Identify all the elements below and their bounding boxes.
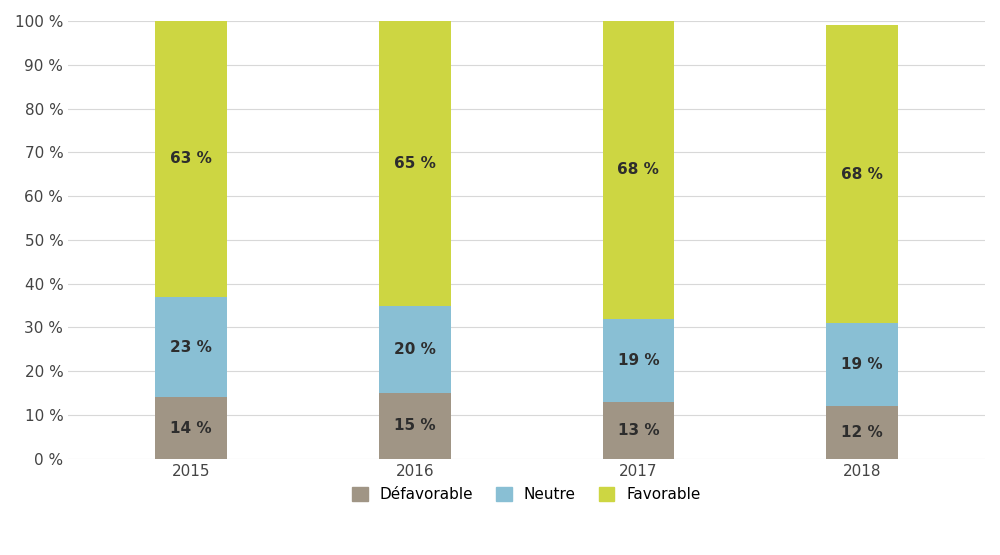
- Bar: [603, 319, 674, 402]
- Bar: [826, 26, 898, 323]
- Text: 65 %: 65 %: [394, 156, 436, 171]
- Legend: Défavorable, Neutre, Favorable: Défavorable, Neutre, Favorable: [346, 481, 707, 508]
- Text: 15 %: 15 %: [394, 418, 436, 433]
- Bar: [603, 402, 674, 459]
- Bar: [155, 21, 227, 297]
- Text: 63 %: 63 %: [170, 152, 212, 166]
- Text: 68 %: 68 %: [841, 166, 883, 181]
- Text: 13 %: 13 %: [618, 423, 659, 438]
- Text: 19 %: 19 %: [618, 353, 659, 368]
- Bar: [379, 21, 451, 306]
- Text: 12 %: 12 %: [841, 425, 883, 440]
- Bar: [379, 306, 451, 393]
- Text: 20 %: 20 %: [394, 342, 436, 357]
- Bar: [603, 21, 674, 319]
- Bar: [379, 393, 451, 459]
- Bar: [826, 323, 898, 406]
- Bar: [826, 406, 898, 459]
- Text: 19 %: 19 %: [841, 357, 883, 372]
- Bar: [155, 297, 227, 397]
- Text: 68 %: 68 %: [617, 163, 659, 178]
- Text: 23 %: 23 %: [170, 340, 212, 355]
- Text: 14 %: 14 %: [170, 421, 212, 436]
- Bar: [155, 397, 227, 459]
